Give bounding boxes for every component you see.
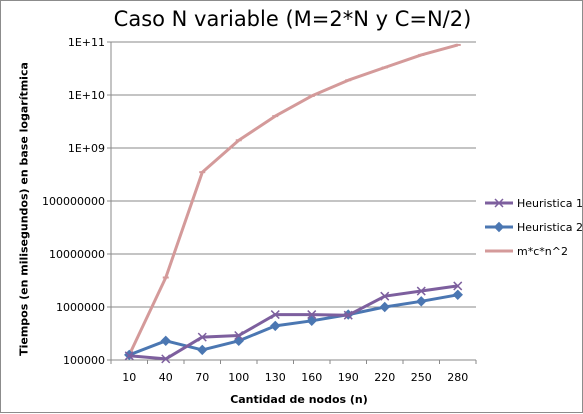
y-tick-label: 1E+10 bbox=[68, 89, 105, 102]
x-tick-label: 10 bbox=[122, 371, 136, 384]
data-point bbox=[160, 335, 171, 347]
series-line bbox=[128, 293, 459, 357]
data-point bbox=[452, 289, 463, 300]
y-tick-label: 1E+09 bbox=[68, 142, 105, 155]
legend-swatch-marker bbox=[493, 221, 505, 233]
data-point bbox=[416, 296, 427, 307]
y-tick-label: 10000000 bbox=[49, 248, 105, 261]
data-point bbox=[161, 354, 171, 364]
x-tick-label: 70 bbox=[195, 371, 209, 384]
legend-entry-label: m*c*n^2 bbox=[517, 245, 568, 258]
data-point bbox=[416, 286, 426, 296]
data-point bbox=[234, 330, 244, 341]
data-point bbox=[124, 351, 134, 361]
legend-entry-label: Heuristica 1 bbox=[517, 197, 583, 210]
data-point bbox=[270, 320, 281, 332]
y-tick-label: 1000000 bbox=[56, 301, 105, 314]
data-point bbox=[307, 310, 317, 320]
data-point bbox=[306, 315, 317, 326]
series-line bbox=[127, 43, 459, 356]
x-tick-label: 220 bbox=[374, 371, 395, 384]
series-line bbox=[129, 284, 459, 361]
data-point bbox=[197, 344, 208, 356]
data-point bbox=[379, 301, 390, 313]
x-tick-label: 40 bbox=[159, 371, 173, 384]
y-tick-label: 100000 bbox=[63, 354, 105, 367]
x-tick-label: 280 bbox=[447, 371, 468, 384]
data-point bbox=[343, 310, 353, 320]
data-point bbox=[197, 332, 207, 342]
data-point bbox=[380, 291, 390, 301]
legend-entry-label: Heuristica 2 bbox=[517, 221, 583, 234]
chart-title: Caso N variable (M=2*N y C=N/2) bbox=[113, 7, 472, 31]
data-point bbox=[453, 281, 463, 291]
x-tick-label: 160 bbox=[301, 371, 322, 384]
y-tick-label: 100000000 bbox=[42, 195, 105, 208]
x-tick-label: 100 bbox=[228, 371, 249, 384]
x-tick-label: 190 bbox=[338, 371, 359, 384]
y-tick-label: 1E+11 bbox=[68, 36, 105, 49]
x-axis-label: Cantidad de nodos (n) bbox=[230, 393, 368, 406]
x-tick-label: 250 bbox=[411, 371, 432, 384]
x-tick-label: 130 bbox=[265, 371, 286, 384]
legend-swatch-marker bbox=[494, 198, 504, 208]
data-point bbox=[270, 310, 280, 320]
